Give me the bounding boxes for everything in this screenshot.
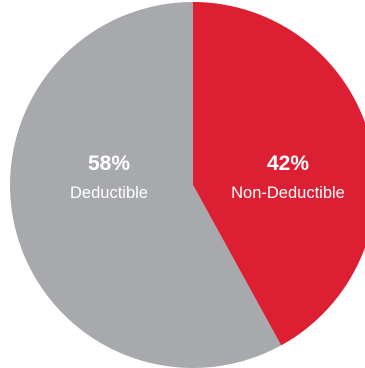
slice-name-label-deductible: Deductible bbox=[70, 184, 148, 202]
slice-name-label-non-deductible: Non-Deductible bbox=[231, 184, 345, 202]
slice-percent-label-non-deductible: 42% bbox=[267, 152, 309, 175]
pie-slice-deductible bbox=[9, 2, 282, 368]
pie-labels: 42% Non-Deductible 58% Deductible bbox=[70, 152, 345, 202]
slice-percent-label-deductible: 58% bbox=[88, 152, 130, 175]
pie-slice-non-deductible bbox=[193, 2, 365, 346]
pie-slices bbox=[9, 2, 365, 368]
